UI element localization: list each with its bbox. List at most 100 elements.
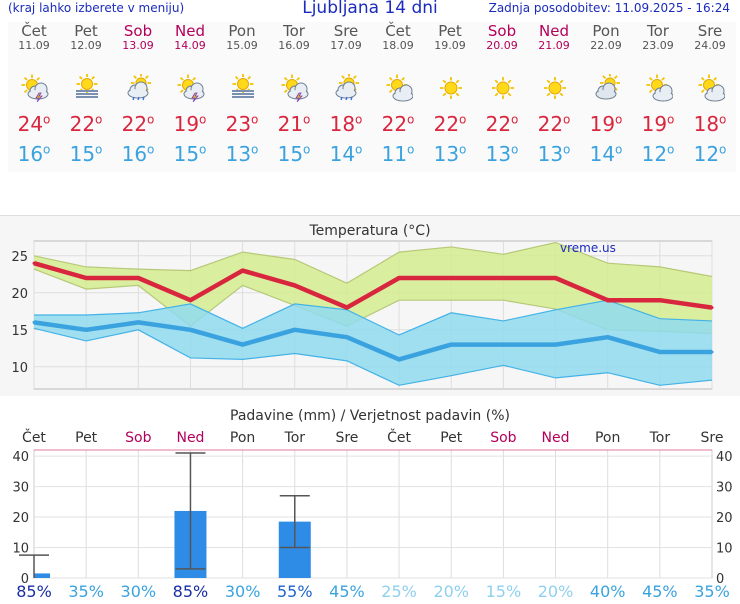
sun-fog-icon — [73, 73, 101, 102]
y-tick-label: 25 — [11, 250, 28, 265]
day-name: Tor — [283, 22, 305, 40]
day-column[interactable]: Sob 13.09 22o 16o — [112, 22, 164, 166]
probability-label: 35% — [68, 582, 104, 600]
day-date: 12.09 — [70, 39, 102, 52]
precipitation-bar — [34, 573, 50, 578]
min-temp: 14o — [329, 142, 363, 166]
day-column[interactable]: Ned 14.09 19o 15o — [164, 22, 216, 166]
sun-cloud-lightning-icon — [21, 74, 49, 103]
min-temp: 13o — [537, 142, 571, 166]
probability-label: 85% — [173, 582, 209, 600]
day-name: Sob — [123, 22, 153, 40]
x-tick-label: Sob — [490, 430, 516, 446]
day-column[interactable]: Pet 12.09 22o 15o — [60, 22, 112, 166]
day-column[interactable]: Sob 20.09 22o 13o — [476, 22, 528, 166]
day-name: Tor — [647, 22, 669, 40]
min-temp-point — [241, 343, 245, 347]
band-upper-edge — [34, 299, 713, 336]
min-temp-point — [293, 328, 297, 332]
day-name: Pet — [438, 22, 462, 40]
max-temp-point — [658, 298, 662, 302]
day-date: 13.09 — [122, 39, 154, 52]
x-tick-label: Ned — [176, 430, 204, 446]
day-column[interactable]: Sre 24.09 18o 12o — [684, 22, 736, 166]
day-date: 18.09 — [382, 39, 414, 52]
min-temp: 13o — [225, 142, 259, 166]
day-column[interactable]: Pon 22.09 19o 14o — [580, 22, 632, 166]
max-temp: 19o — [641, 112, 675, 136]
day-date: 23.09 — [642, 39, 674, 52]
probability-label: 25% — [381, 582, 417, 600]
probability-label: 40% — [590, 582, 626, 600]
day-column[interactable]: Tor 16.09 21o 15o — [268, 22, 320, 166]
sun-icon — [437, 74, 465, 102]
max-temp-point — [501, 276, 505, 280]
precipitation-chart-title: Padavine (mm) / Verjetnost padavin (%) — [230, 408, 510, 424]
day-name: Pon — [228, 22, 256, 40]
day-column[interactable]: Pon 15.09 23o 13o — [216, 22, 268, 166]
min-temp: 13o — [485, 142, 519, 166]
min-temp-point — [84, 328, 88, 332]
day-name: Pet — [74, 22, 98, 40]
max-temp-point — [345, 306, 349, 310]
day-column[interactable]: Tor 23.09 19o 12o — [632, 22, 684, 166]
y-tick-label: 15 — [11, 324, 28, 339]
x-tick-label: Pet — [440, 430, 463, 446]
band-lower-edge — [33, 327, 713, 386]
max-temp: 22o — [69, 112, 103, 136]
y-tick-label-right: 10 — [716, 542, 733, 557]
page-title: Ljubljana 14 dni — [302, 0, 438, 18]
day-name: Sre — [333, 22, 359, 40]
max-temp-point — [136, 276, 140, 280]
min-temp: 15o — [69, 142, 103, 166]
sun-cloud-lightning-icon — [281, 74, 309, 103]
min-temp-point — [658, 350, 662, 354]
min-temp: 16o — [121, 142, 155, 166]
x-tick-label: Tor — [649, 430, 671, 446]
day-date: 11.09 — [18, 39, 50, 52]
max-temp: 18o — [329, 112, 363, 136]
max-temp: 21o — [277, 112, 311, 136]
day-date: 16.09 — [278, 39, 310, 52]
last-update-label: Zadnja posodobitev: 11.09.2025 - 16:24 — [488, 1, 730, 15]
y-tick-label-right: 0 — [716, 572, 724, 587]
probability-label: 20% — [433, 582, 469, 600]
temperature-chart-svg: 10 15 20 25 Temperatura (°C) vreme.us — [11, 223, 714, 390]
sun-icon — [541, 74, 569, 102]
min-temp-point — [397, 357, 401, 361]
day-column[interactable]: Sre 17.09 18o 14o — [320, 22, 372, 166]
probability-label: 45% — [329, 582, 365, 600]
sun-small-cloud-icon — [697, 74, 726, 102]
sun-small-cloud-icon — [385, 74, 414, 102]
min-temp-line — [33, 320, 712, 362]
day-name: Čet — [385, 22, 411, 40]
day-column[interactable]: Pet 19.09 22o 13o — [424, 22, 476, 166]
min-temp: 14o — [589, 142, 623, 166]
day-column[interactable]: Ned 21.09 22o 13o — [528, 22, 580, 166]
probability-label: 15% — [486, 582, 522, 600]
location-menu-hint[interactable]: (kraj lahko izberete v meniju) — [8, 1, 185, 15]
max-temp: 22o — [485, 112, 519, 136]
temperature-chart: 10 15 20 25 Temperatura (°C) vreme.us — [0, 215, 740, 396]
x-tick-label: Čet — [22, 428, 46, 446]
max-temp-point — [293, 283, 297, 287]
x-tick-label: Tor — [284, 430, 306, 446]
probability-label: 20% — [538, 582, 574, 600]
precipitation-chart: Padavine (mm) / Verjetnost padavin (%) Če… — [0, 400, 740, 601]
min-temp: 15o — [173, 142, 207, 166]
day-date: 21.09 — [538, 39, 570, 52]
min-temp: 13o — [433, 142, 467, 166]
y-tick-label-left: 10 — [12, 542, 29, 557]
day-column[interactable]: Čet 18.09 22o 11o — [372, 22, 424, 166]
precipitation-chart-svg: Padavine (mm) / Verjetnost padavin (%) Če… — [12, 408, 733, 601]
sun-cloud-lightning-icon — [177, 74, 205, 103]
watermark: vreme.us — [560, 241, 616, 255]
max-temp: 18o — [693, 112, 727, 136]
sun-icon — [489, 74, 517, 102]
y-tick-label-left: 0 — [21, 572, 29, 587]
min-temp-point — [606, 335, 610, 339]
y-tick-label-right: 30 — [716, 481, 733, 496]
x-tick-label: Ned — [542, 430, 570, 446]
min-temp: 15o — [277, 142, 311, 166]
day-column[interactable]: Čet 11.09 24o 16o — [8, 22, 60, 166]
